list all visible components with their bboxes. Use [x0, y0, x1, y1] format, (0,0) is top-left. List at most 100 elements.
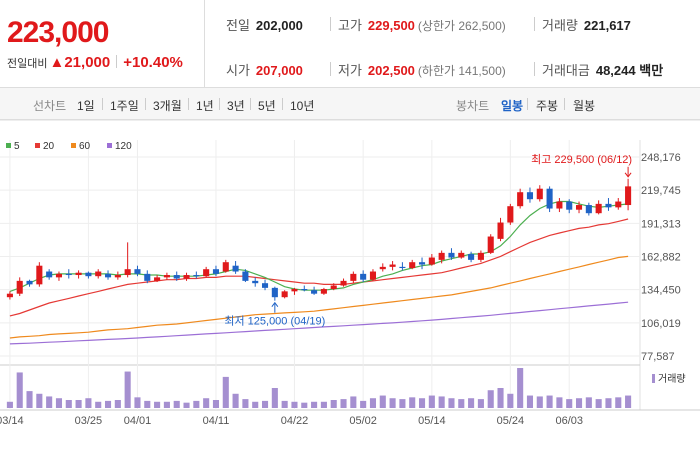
divider: [330, 17, 331, 31]
x-tick-label: 06/03: [555, 415, 583, 427]
line-chart-label: 선차트: [33, 99, 67, 113]
volume-bar: [144, 400, 151, 408]
candle: [173, 275, 180, 279]
period-selector: 선차트 1일 1주일 3개월 1년 3년 5년 10년 봉차트 일봉 주봉 월봉: [0, 88, 700, 120]
y-tick-label: 248,176: [641, 152, 681, 164]
line-option-10y[interactable]: 10년: [290, 99, 315, 113]
volume-bar: [311, 401, 318, 408]
volume-bar: [448, 398, 455, 408]
divider: [330, 62, 331, 76]
volume-legend-swatch: [652, 374, 655, 383]
y-tick-label: 77,587: [641, 351, 675, 363]
divider: [534, 62, 535, 76]
volume-bar: [134, 397, 141, 408]
divider: [188, 98, 189, 110]
divider: [250, 98, 251, 110]
candle: [16, 280, 23, 294]
candle: [65, 273, 72, 276]
volume-bar: [418, 398, 426, 408]
candle: [497, 222, 504, 239]
candle: [242, 271, 249, 281]
change-row: 전일대비 ▲21,000 +10.40%: [7, 54, 183, 71]
volume-bar: [615, 397, 622, 408]
candle: [585, 205, 592, 214]
volume-bar: [26, 391, 33, 408]
volume-bar: [183, 402, 190, 408]
candle: [566, 201, 573, 210]
change-percent: +10.40%: [123, 54, 183, 71]
candle: [458, 252, 465, 258]
volume-bar: [566, 399, 573, 408]
line-option-1w[interactable]: 1주일: [110, 99, 139, 113]
candle: [261, 283, 269, 288]
volume-bar: [340, 399, 347, 408]
volume-bar: [104, 400, 112, 408]
stat-high: 고가 229,500 (상한가 262,500): [338, 18, 506, 33]
stat-prev-close: 전일 202,000: [226, 18, 303, 33]
quote-header: 223,000 전일대비 ▲21,000 +10.40% 전일 202,000 고가 2…: [0, 0, 700, 88]
legend-swatch: [107, 143, 112, 148]
candle: [360, 273, 367, 280]
candle: [615, 201, 622, 208]
candle: [526, 192, 534, 200]
legend-swatch: [71, 143, 76, 148]
candle: [75, 272, 82, 276]
line-option-3y[interactable]: 3년: [227, 99, 245, 113]
volume-bar: [399, 399, 406, 408]
line-option-5y[interactable]: 5년: [258, 99, 276, 113]
line-option-1d[interactable]: 1일: [77, 99, 95, 113]
volume-bar: [497, 388, 504, 408]
candle: [369, 271, 377, 280]
change-label: 전일대비: [7, 58, 48, 70]
volume-bar: [428, 395, 435, 408]
divider: [219, 98, 220, 110]
volume-bar: [16, 372, 23, 408]
volume-bar: [95, 401, 102, 408]
y-tick-label: 106,019: [641, 318, 681, 330]
candle: [281, 291, 288, 298]
candle: [183, 275, 190, 279]
candle-option-weekly[interactable]: 주봉: [536, 99, 559, 113]
volume-bar: [517, 368, 524, 408]
stat-open: 시가 207,000: [226, 63, 303, 78]
volume-bar: [487, 390, 494, 408]
candle-option-monthly[interactable]: 월봉: [573, 99, 596, 113]
divider: [534, 17, 535, 31]
x-tick-label: 05/02: [349, 415, 377, 427]
volume-bar: [546, 395, 553, 408]
line-option-3m[interactable]: 3개월: [153, 99, 182, 113]
candle: [379, 266, 386, 270]
candle: [311, 290, 318, 294]
volume-bar: [212, 400, 220, 408]
candle: [625, 186, 632, 206]
candle: [477, 252, 484, 260]
legend-label: 120: [115, 141, 132, 152]
candle: [212, 269, 220, 274]
candle: [605, 203, 612, 208]
candle-option-daily[interactable]: 일봉: [501, 99, 524, 113]
candle: [232, 265, 239, 272]
candle: [55, 273, 63, 278]
candle: [340, 280, 347, 286]
volume-bar: [173, 400, 180, 408]
candle: [428, 257, 435, 265]
candle: [517, 192, 524, 207]
volume-bar: [261, 400, 269, 408]
line-option-1y[interactable]: 1년: [196, 99, 214, 113]
volume-bar: [193, 400, 200, 408]
volume-bar: [124, 371, 131, 408]
volume-bar: [575, 398, 583, 408]
x-tick-label: 03/25: [75, 415, 103, 427]
candle: [134, 269, 141, 274]
price-box: 223,000 전일대비 ▲21,000 +10.40%: [0, 0, 205, 88]
divider: [145, 98, 146, 110]
candle: [448, 252, 455, 258]
volume-bar: [409, 397, 416, 408]
candle: [46, 271, 53, 278]
candle: [399, 266, 406, 269]
candle: [95, 271, 102, 277]
candle: [252, 280, 259, 284]
y-tick-label: 191,313: [641, 218, 681, 230]
candle: [595, 203, 602, 214]
